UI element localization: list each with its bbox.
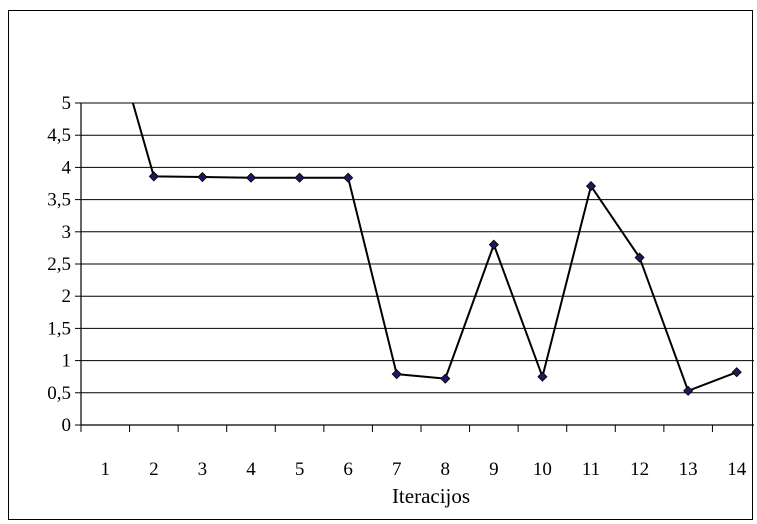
x-tick-label: 12 — [630, 459, 649, 480]
x-tick-label: 1 — [101, 459, 111, 480]
y-tick-label: 0,5 — [47, 383, 71, 404]
data-point — [585, 181, 597, 192]
y-tick-label: 1 — [62, 351, 72, 372]
gridlines — [81, 102, 754, 394]
y-tick-label: 4 — [62, 157, 72, 178]
y-tick-label: 5 — [62, 93, 72, 114]
series-line — [131, 103, 738, 392]
data-point — [294, 172, 305, 183]
y-tick-label: 2 — [62, 286, 72, 307]
x-tick-label: 4 — [246, 459, 256, 480]
x-tick-label: 10 — [533, 459, 552, 480]
line-chart: 00,511,522,533,544,55 1 2 3 4 5 6 7 8 9 10 11 12 13 1… — [47, 93, 754, 508]
series-marker-group — [148, 171, 742, 396]
y-tick-label: 3 — [62, 222, 72, 243]
x-tick-label: 5 — [295, 459, 305, 480]
data-point — [197, 171, 208, 183]
data-point — [343, 172, 354, 183]
x-tick-label: 14 — [727, 459, 747, 480]
y-tick-label: 3,5 — [47, 190, 71, 211]
data-point — [731, 367, 742, 378]
y-tick-label: 4,5 — [47, 125, 71, 146]
series-line-group — [131, 103, 738, 392]
x-tick-label: 7 — [392, 459, 402, 480]
x-tick-label: 13 — [679, 459, 698, 480]
data-point — [683, 385, 694, 396]
data-point — [537, 371, 548, 382]
x-axis-title: Iteracijos — [392, 484, 470, 508]
axes — [75, 102, 754, 432]
data-point — [634, 252, 645, 263]
x-tick-label: 6 — [343, 459, 353, 480]
x-tick-label: 9 — [489, 459, 499, 480]
x-tick-label: 2 — [149, 459, 159, 480]
chart-frame: 0 0,5 1 1,5 2 2,5 3 3,5 4 4,5 5 1 2 3 4 5 6 7 8 9 10 11 12 13 1… — [8, 10, 754, 520]
y-tick-label: 2,5 — [47, 254, 71, 275]
y-tick-label: 0 — [62, 415, 72, 436]
x-tick-label: 11 — [582, 459, 600, 480]
y-tick-labels: 0 0,5 1 1,5 2 2,5 3 3,5 4 4,5 5 — [47, 93, 71, 436]
x-tick-label: 3 — [198, 459, 208, 480]
data-point — [391, 369, 402, 380]
x-tick-label: 8 — [441, 459, 451, 480]
data-point — [488, 239, 499, 250]
data-point — [440, 373, 451, 384]
data-point — [245, 172, 257, 183]
data-point — [148, 171, 159, 182]
x-tick-labels: 1 2 3 4 5 6 7 8 9 10 11 12 13 14 — [101, 459, 747, 480]
y-tick-label: 1,5 — [47, 318, 71, 339]
